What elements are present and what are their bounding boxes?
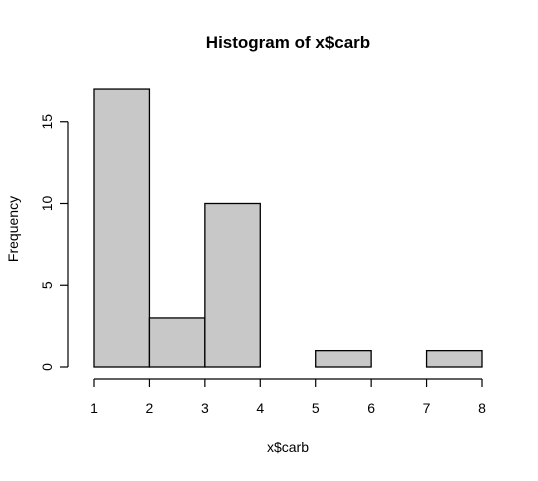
x-axis-label: x$carb: [267, 439, 309, 455]
x-tick-label-7: 7: [423, 400, 431, 416]
x-tick-label-1: 1: [90, 400, 98, 416]
y-tick-label-5: 5: [39, 281, 55, 289]
x-tick-label-2: 2: [146, 400, 154, 416]
y-tick-label-15: 15: [39, 114, 55, 130]
x-tick-label-8: 8: [478, 400, 486, 416]
x-tick-label-6: 6: [367, 400, 375, 416]
y-axis: 0 5 10 15: [39, 114, 69, 371]
x-tick-label-3: 3: [201, 400, 209, 416]
histogram-bars: [93, 88, 483, 368]
x-tick-label-5: 5: [312, 400, 320, 416]
histogram-bar-5: [315, 349, 372, 368]
y-axis-label: Frequency: [5, 196, 21, 262]
y-tick-label-0: 0: [39, 363, 55, 371]
histogram-bar-2: [148, 317, 206, 368]
histogram-bar-3: [204, 202, 261, 368]
chart-title: Histogram of x$carb: [206, 33, 370, 52]
x-axis: 1 2 3 4 5 6 7 8: [90, 378, 486, 416]
histogram-bar-1: [93, 88, 151, 368]
y-tick-label-10: 10: [39, 196, 55, 212]
x-tick-label-4: 4: [256, 400, 264, 416]
histogram-bar-7: [425, 349, 483, 368]
